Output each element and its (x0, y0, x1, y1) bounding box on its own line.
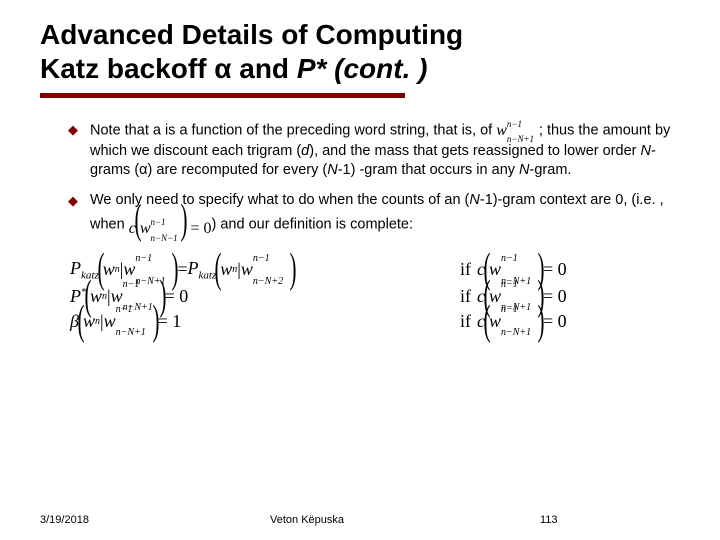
slide-title: Advanced Details of Computing Katz backo… (40, 18, 680, 85)
equations-block: Pkatz(wn | wn−1n−N+1) = Pkatz(wn | wn−1n… (40, 258, 680, 332)
footer-page: 113 (500, 514, 680, 526)
footer-date: 3/19/2018 (40, 514, 270, 526)
b1-w: w (496, 122, 507, 139)
b1-t5: -1) -gram that occurs in any (338, 162, 519, 178)
bullet-list: Note that a is a function of the precedi… (40, 120, 680, 240)
b1-sub: n−N+1 (507, 133, 534, 145)
eq1-cz: = 0 (543, 259, 567, 280)
b2-eq: = 0 (186, 220, 211, 237)
b1-t3: ), and the mass that gets reassigned to … (309, 143, 640, 159)
eq3-cw2: w (489, 311, 501, 332)
b1-n1: N (327, 162, 337, 178)
eq3-csup: n−1 (116, 304, 133, 315)
equation-2: P*(wn | wn−1n−N+1) = 0 if c(wn−1n−N+1) =… (70, 286, 680, 307)
footer-author: Veton Këpuska (270, 514, 500, 526)
eq3-csup2: n−1 (501, 304, 518, 315)
eq1-cw3: w (489, 259, 501, 280)
eq1-w2: w (220, 259, 232, 280)
eq3-csub2: n−N+1 (501, 327, 531, 338)
eq2-cw2: w (489, 286, 501, 307)
eq1-w: w (103, 259, 115, 280)
b1-t1: Note that a is a function of the precedi… (90, 123, 496, 139)
eq1-eq: = (177, 259, 187, 280)
eq3-if: if (460, 311, 471, 332)
title-alpha: α (214, 53, 231, 84)
eq2-csup2: n−1 (501, 279, 518, 290)
footer: 3/19/2018 Veton Këpuska 113 (40, 514, 680, 526)
title-underline (40, 93, 405, 98)
eq1-if: if (460, 259, 471, 280)
b1-math: wn−1 n−N+1 (496, 120, 539, 142)
eq1-lhs: Pkatz(wn | wn−1n−N+1) = Pkatz(wn | wn−1n… (70, 258, 460, 282)
eq2-csup: n−1 (123, 279, 140, 290)
b1-t6: -gram. (530, 162, 572, 178)
b2-math: c(wn−1n−N−1) = 0 (129, 210, 212, 240)
title-line1: Advanced Details of Computing (40, 19, 463, 50)
eq1-cond: if c(wn−1n−N+1) = 0 (460, 259, 567, 280)
b2-lp: ( (134, 210, 141, 231)
eq3-lhs: β(wn | wn−1n−N+1) = 1 (70, 311, 460, 332)
eq1-cw: w (123, 259, 135, 280)
bullet-1: Note that a is a function of the precedi… (68, 120, 680, 181)
eq1-csup: n−1 (135, 253, 152, 264)
b1-n2: N (519, 162, 529, 178)
title-line2a: Katz backoff (40, 53, 214, 84)
eq2-cz: = 0 (543, 286, 567, 307)
b2-rp: ) (181, 210, 188, 231)
title-pstar: P* (cont. ) (297, 53, 428, 84)
b2-sup: n−1 (150, 216, 165, 228)
eq1-P2: P (188, 258, 199, 278)
b2-t3: ) and our definition is complete: (212, 217, 414, 233)
eq2-if: if (460, 286, 471, 307)
eq1-P: P (70, 258, 81, 278)
eq1-csup3: n−1 (501, 253, 518, 264)
eq1-csup2: n−1 (253, 253, 270, 264)
eq3-cond: if c(wn−1n−N+1) = 0 (460, 311, 567, 332)
bullet-2: We only need to specify what to do when … (68, 191, 680, 240)
eq1-csub2: n−N+2 (253, 276, 283, 287)
b2-sub: n−N−1 (150, 232, 177, 244)
b1-sup: n−1 (507, 118, 522, 130)
eq3-cw: w (104, 311, 116, 332)
eq1-cw2: w (241, 259, 253, 280)
b2-t1: We only need to specify what to do when … (90, 192, 469, 208)
eq3-cz: = 0 (543, 311, 567, 332)
b2-n: N (469, 192, 479, 208)
title-and: and (231, 53, 296, 84)
b1-ng: N (641, 143, 651, 159)
eq3-csub: n−N+1 (116, 327, 146, 338)
